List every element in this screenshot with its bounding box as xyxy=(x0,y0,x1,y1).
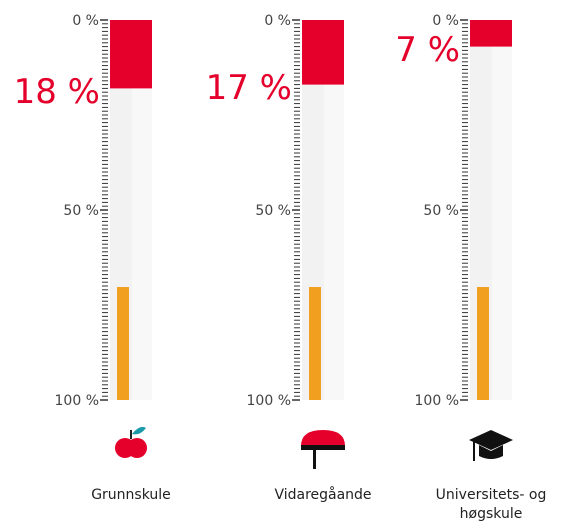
tube-inner xyxy=(492,20,512,400)
tube-inner xyxy=(324,20,344,400)
tube-inner xyxy=(132,20,152,400)
y-tick-label: 100 % xyxy=(247,393,291,409)
apple-icon xyxy=(130,430,132,439)
orange-column xyxy=(117,287,129,400)
apple-icon xyxy=(127,438,147,458)
bar xyxy=(302,20,344,85)
value-label: 18 % xyxy=(14,72,100,112)
y-tick-label: 100 % xyxy=(55,393,99,409)
y-tick-label: 0 % xyxy=(432,13,459,29)
bar xyxy=(470,20,512,47)
value-label: 17 % xyxy=(206,68,292,108)
bar xyxy=(110,20,152,89)
apple-icon xyxy=(132,426,146,435)
y-tick-label: 50 % xyxy=(423,203,459,219)
cap-icon xyxy=(301,430,345,446)
category-label: Universitets- og høgskule xyxy=(435,487,547,522)
y-tick-label: 0 % xyxy=(72,13,99,29)
grad-icon xyxy=(473,441,475,461)
grad-icon xyxy=(479,445,503,459)
cap-icon xyxy=(313,449,316,469)
category-label: Vidaregåande xyxy=(274,487,372,503)
category-label: Grunnskule xyxy=(91,487,171,503)
value-label: 7 % xyxy=(395,30,460,70)
cap-icon xyxy=(301,445,345,450)
y-tick-label: 50 % xyxy=(255,203,291,219)
orange-column xyxy=(477,287,489,400)
grad-icon xyxy=(469,430,513,450)
y-tick-label: 0 % xyxy=(264,13,291,29)
y-tick-label: 50 % xyxy=(63,203,99,219)
orange-column xyxy=(309,287,321,400)
y-tick-label: 100 % xyxy=(415,393,459,409)
